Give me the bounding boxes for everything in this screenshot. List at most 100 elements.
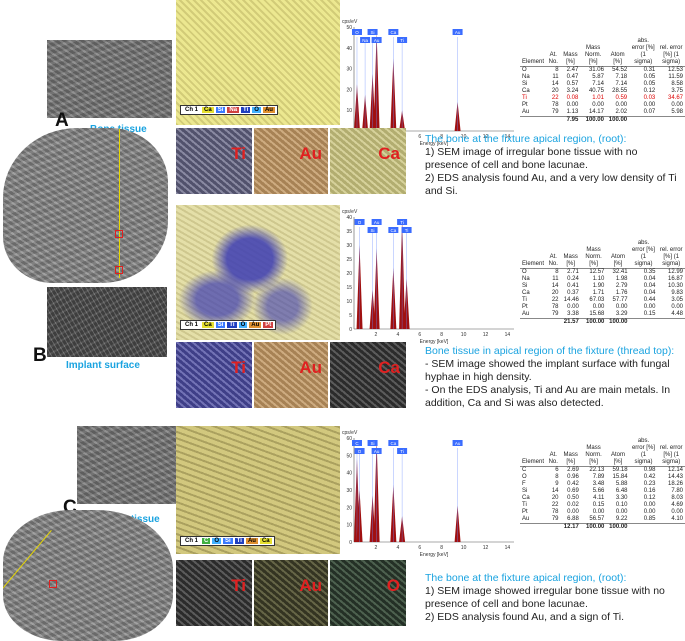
- table-cell: 0.04: [643, 276, 656, 282]
- table-cell: 4.10: [671, 516, 683, 522]
- table-row: Ca 20 0.50 4.11 3.30 0.12 8.03: [520, 495, 685, 502]
- peak-tag-box: [351, 440, 362, 446]
- table-row: O 8 2.47 31.06 54.52 0.31 12.53: [520, 67, 685, 75]
- y-unit-label: cps/eV: [342, 209, 358, 215]
- table-cell: 0.05: [643, 81, 656, 87]
- legend-si: Si: [215, 107, 226, 113]
- legend-ch1: Ch 1: [185, 322, 199, 328]
- table-cell: Si: [522, 488, 528, 494]
- table-cell: 100.00: [580, 116, 606, 124]
- peak-tag-box: [354, 219, 365, 225]
- y-tick-label: 25: [346, 257, 352, 263]
- peak-tag-label: Si: [371, 228, 375, 233]
- table-cell: 7.18: [615, 74, 628, 80]
- table-header: Mass Norm. [%]: [580, 438, 607, 467]
- table-cell: 7.14: [592, 81, 604, 87]
- panel-a-ca-map: Ca: [330, 128, 406, 194]
- panel-a-line-2: 2) EDS analysis found Au, and a very low…: [425, 172, 677, 197]
- legend-ti: Ti: [234, 538, 244, 544]
- table-cell: 0.08: [566, 95, 579, 101]
- table-row: Si 14 0.57 7.14 7.14 0.05 8.58: [520, 81, 685, 88]
- table-cell: 7.89: [592, 474, 605, 480]
- x-axis-label: Energy [keV]: [420, 141, 449, 147]
- table-cell: 100.00: [605, 116, 630, 124]
- x-tick-label: 12: [483, 332, 489, 338]
- y-tick-label: 30: [346, 243, 352, 249]
- x-tick-label: 4: [396, 545, 399, 551]
- panel-b-au-label: Au: [299, 358, 322, 377]
- table-cell: 0.00: [643, 502, 656, 508]
- panel-a-ti-label: Ti: [231, 144, 246, 163]
- peak-tag-box: [371, 219, 382, 225]
- panel-b-ti-map: Ti: [176, 342, 252, 408]
- table-cell: 9.83: [671, 290, 683, 296]
- table-cell: 78: [551, 102, 559, 108]
- y-tick-label: 40: [346, 471, 352, 477]
- y-tick-label: 15: [346, 285, 352, 291]
- table-cell: 6: [555, 467, 559, 473]
- y-tick-label: 50: [346, 25, 352, 31]
- y-tick-label: 20: [346, 87, 352, 93]
- table-cell: 0.05: [643, 74, 656, 80]
- panel-c-composition-table: Element At. No. Mass [%] Mass Norm. [%] Atom…: [520, 438, 685, 531]
- table-cell: [546, 318, 561, 326]
- panel-a-au-label: Au: [299, 144, 322, 163]
- table-cell: Ca: [522, 495, 530, 501]
- peak-tag-label: Au: [455, 441, 461, 446]
- table-cell: 5.87: [592, 74, 604, 80]
- panel-a-composition-table: Element At. No. Mass [%] Mass Norm. [%] Atom…: [520, 38, 685, 124]
- table-row: O 8 0.96 7.89 15.84 0.42 14.43: [520, 474, 685, 481]
- table-cell: 16.87: [667, 276, 683, 282]
- y-tick-label: 20: [346, 505, 352, 511]
- legend-na: Na: [227, 107, 240, 113]
- table-cell: Si: [522, 283, 528, 289]
- table-cell: 0.00: [592, 102, 604, 108]
- table-total-row: 21.57 100.00 100.00: [520, 318, 685, 326]
- panel-b-heading: Bone tissue in apical region of the fixt…: [425, 345, 675, 357]
- legend-ch1: Ch 1: [185, 107, 199, 113]
- table-cell: 4.11: [593, 495, 605, 501]
- table-cell: 3.24: [566, 88, 579, 94]
- table-row: Au 79 1.13 14.17 2.02 0.07 5.98: [520, 109, 685, 117]
- table-cell: 2.71: [567, 269, 579, 275]
- panel-b-letter: B: [33, 345, 47, 366]
- panel-a-sem-inset: [47, 40, 172, 118]
- peak-tag-box: [367, 440, 378, 446]
- table-cell: [546, 116, 561, 124]
- peak-tag-label: Si: [371, 30, 375, 35]
- x-tick-label: 10: [461, 545, 467, 551]
- table-cell: 0.96: [567, 474, 579, 480]
- table-cell: 12.17: [560, 523, 581, 531]
- panel-b-eds-map: Ch 1 Ca Si Ti O Au Pt: [176, 205, 340, 340]
- table-cell: Ti: [522, 297, 527, 303]
- panel-a-line-1: 1) SEM image of irregular bone tissue wi…: [425, 146, 638, 171]
- table-cell: 22: [551, 95, 559, 101]
- x-tick-label: 8: [440, 332, 443, 338]
- table-header: Mass [%]: [560, 240, 581, 269]
- table-cell: 100.00: [606, 318, 630, 326]
- legend-au: Au: [262, 107, 275, 113]
- red-marker-2: [115, 266, 123, 274]
- table-header: abs. error [%] (1 sigma): [629, 438, 658, 467]
- panel-a-letter: A: [55, 110, 69, 131]
- table-cell: 5.66: [592, 488, 605, 494]
- table-cell: 34.67: [667, 95, 683, 101]
- table-cell: 0.50: [567, 495, 579, 501]
- table-cell: 2.79: [615, 283, 628, 289]
- table-cell: 8: [555, 67, 559, 73]
- table-cell: 32.41: [612, 269, 628, 275]
- table-cell: 78: [551, 509, 559, 515]
- legend-c: C: [202, 538, 211, 544]
- table-cell: 54.52: [612, 67, 628, 73]
- legend-ca: Ca: [202, 322, 214, 328]
- table-total-row: 7.95 100.00 100.00: [520, 116, 685, 124]
- table-cell: 0.10: [615, 502, 628, 508]
- panel-b-composition-table: Element At. No. Mass [%] Mass Norm. [%] Atom…: [520, 240, 685, 326]
- legend-si: Si: [215, 322, 226, 328]
- table-cell: 0.35: [643, 269, 656, 275]
- table-cell: 20: [551, 495, 559, 501]
- table-row: Ti 22 14.46 67.03 57.77 0.44 3.05: [520, 297, 685, 304]
- table-cell: 0.00: [567, 509, 579, 515]
- panel-b-ca-label: Ca: [378, 358, 400, 377]
- table-cell: 2.02: [615, 109, 628, 115]
